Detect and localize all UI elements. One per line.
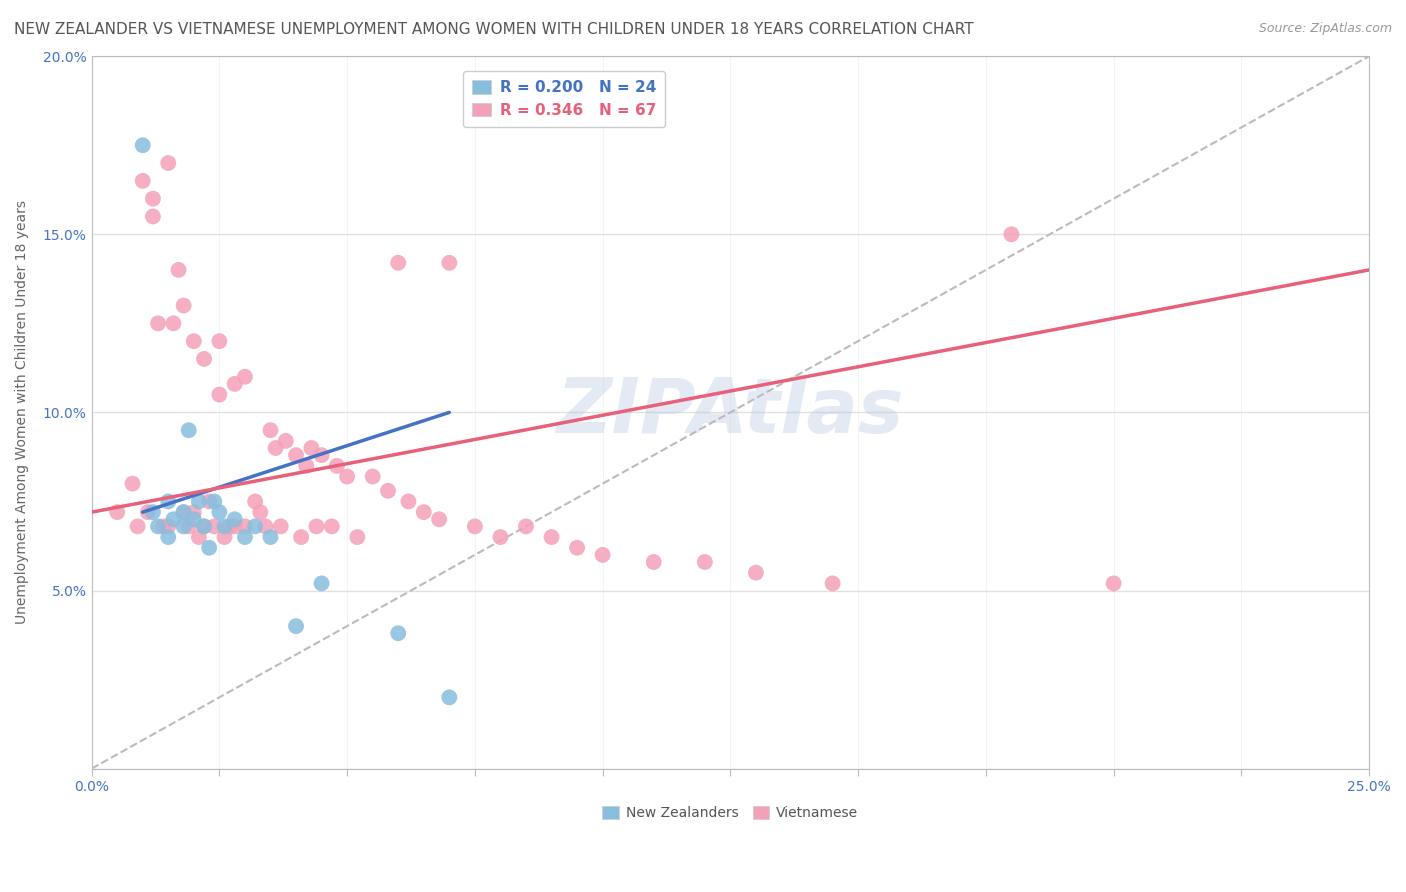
Point <box>167 263 190 277</box>
Point <box>127 519 149 533</box>
Point <box>177 519 200 533</box>
Point <box>224 512 246 526</box>
Point <box>427 512 450 526</box>
Point <box>398 494 420 508</box>
Point <box>183 512 205 526</box>
Point <box>233 530 256 544</box>
Point <box>193 351 215 366</box>
Point <box>439 256 461 270</box>
Point <box>311 448 333 462</box>
Point <box>136 505 159 519</box>
Point <box>592 548 614 562</box>
Point <box>821 576 844 591</box>
Point <box>387 256 409 270</box>
Point <box>243 494 266 508</box>
Point <box>173 299 195 313</box>
Point <box>208 505 231 519</box>
Point <box>152 519 174 533</box>
Point <box>361 469 384 483</box>
Point <box>299 441 322 455</box>
Point <box>412 505 434 519</box>
Point <box>249 505 271 519</box>
Point <box>146 316 169 330</box>
Point <box>198 541 221 555</box>
Point <box>693 555 716 569</box>
Point <box>439 690 461 705</box>
Point <box>187 530 209 544</box>
Point <box>162 316 184 330</box>
Point <box>214 530 236 544</box>
Point <box>387 626 409 640</box>
Point <box>233 519 256 533</box>
Point <box>162 512 184 526</box>
Point <box>326 458 349 473</box>
Point <box>224 376 246 391</box>
Point <box>285 448 308 462</box>
Point <box>132 174 155 188</box>
Point <box>745 566 768 580</box>
Point <box>346 530 368 544</box>
Point <box>295 458 318 473</box>
Point <box>243 519 266 533</box>
Point <box>157 494 180 508</box>
Point <box>208 334 231 348</box>
Point <box>489 530 512 544</box>
Point <box>1000 227 1022 242</box>
Y-axis label: Unemployment Among Women with Children Under 18 years: Unemployment Among Women with Children U… <box>15 201 30 624</box>
Point <box>464 519 486 533</box>
Point <box>254 519 277 533</box>
Point <box>515 519 537 533</box>
Text: Source: ZipAtlas.com: Source: ZipAtlas.com <box>1258 22 1392 36</box>
Point <box>132 138 155 153</box>
Point <box>377 483 399 498</box>
Point <box>183 334 205 348</box>
Point <box>311 576 333 591</box>
Point <box>540 530 562 544</box>
Point <box>142 210 165 224</box>
Point <box>321 519 343 533</box>
Point <box>259 530 281 544</box>
Point <box>177 423 200 437</box>
Point <box>142 192 165 206</box>
Point <box>285 619 308 633</box>
Point <box>270 519 292 533</box>
Point <box>173 505 195 519</box>
Point <box>305 519 328 533</box>
Point <box>157 530 180 544</box>
Point <box>193 519 215 533</box>
Point <box>173 505 195 519</box>
Point <box>183 505 205 519</box>
Point <box>264 441 287 455</box>
Text: ZIPAtlas: ZIPAtlas <box>557 376 904 450</box>
Point <box>208 387 231 401</box>
Point <box>105 505 128 519</box>
Point <box>274 434 297 448</box>
Point <box>202 519 225 533</box>
Point <box>214 519 236 533</box>
Point <box>121 476 143 491</box>
Point <box>643 555 665 569</box>
Point <box>336 469 359 483</box>
Legend: New Zealanders, Vietnamese: New Zealanders, Vietnamese <box>596 801 863 826</box>
Point <box>259 423 281 437</box>
Point <box>157 156 180 170</box>
Point <box>142 505 165 519</box>
Point <box>146 519 169 533</box>
Point <box>173 519 195 533</box>
Point <box>224 519 246 533</box>
Point <box>187 494 209 508</box>
Point <box>198 494 221 508</box>
Point <box>1102 576 1125 591</box>
Point <box>290 530 312 544</box>
Point <box>565 541 588 555</box>
Point <box>202 494 225 508</box>
Point <box>193 519 215 533</box>
Text: NEW ZEALANDER VS VIETNAMESE UNEMPLOYMENT AMONG WOMEN WITH CHILDREN UNDER 18 YEAR: NEW ZEALANDER VS VIETNAMESE UNEMPLOYMENT… <box>14 22 974 37</box>
Point <box>157 519 180 533</box>
Point <box>218 519 240 533</box>
Point <box>233 369 256 384</box>
